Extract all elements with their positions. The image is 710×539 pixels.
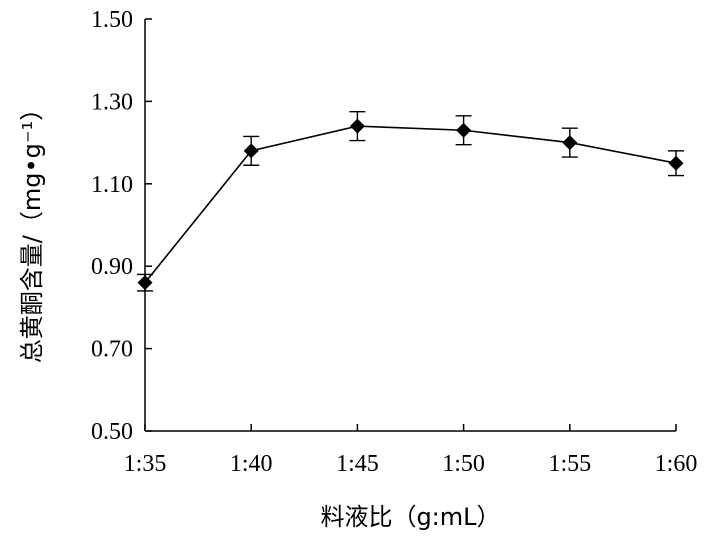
x-tick-label: 1:55 — [548, 451, 591, 477]
y-tick-label: 1.50 — [91, 7, 133, 33]
series-line — [144, 125, 677, 284]
y-ticks: 0.50 0.70 0.90 1.10 1.30 1.50 — [91, 7, 152, 445]
y-tick-label: 1.10 — [91, 172, 133, 198]
y-tick-label: 0.50 — [91, 419, 133, 445]
y-tick-label: 0.90 — [91, 254, 133, 280]
data-point — [243, 143, 259, 159]
x-ticks: 1:35 1:40 1:45 1:50 1:55 1:60 — [124, 424, 698, 477]
data-point — [668, 155, 684, 171]
data-point — [349, 118, 365, 134]
x-axis-title: 料液比（g:mL） — [320, 503, 500, 531]
y-tick-label: 1.30 — [91, 89, 133, 115]
series — [137, 110, 684, 292]
data-point — [456, 122, 472, 138]
y-axis-title: 总黄酮含量/（mg•g⁻¹） — [18, 97, 46, 363]
x-tick-label: 1:35 — [124, 451, 167, 477]
data-point — [137, 275, 153, 291]
data-point — [562, 135, 578, 151]
x-tick-label: 1:40 — [230, 451, 273, 477]
y-tick-label: 0.70 — [91, 337, 133, 363]
axes — [144, 19, 676, 432]
x-tick-label: 1:45 — [336, 451, 379, 477]
x-tick-label: 1:50 — [442, 451, 485, 477]
x-tick-label: 1:60 — [655, 451, 698, 477]
